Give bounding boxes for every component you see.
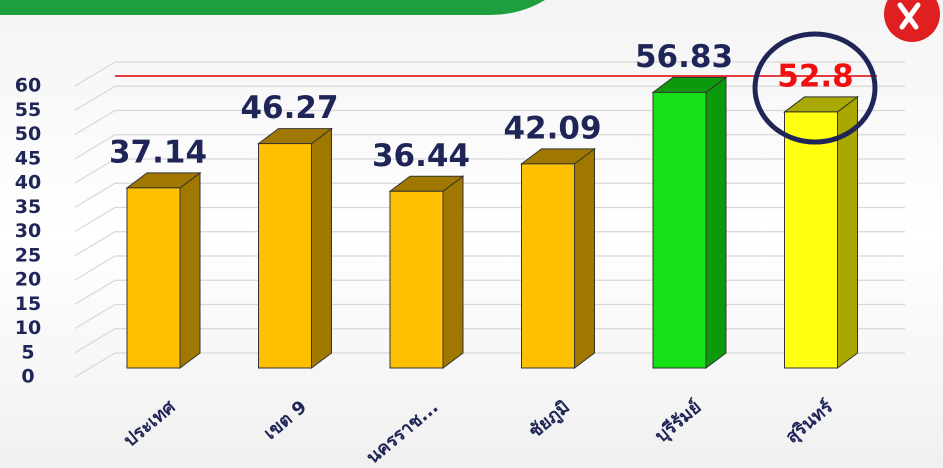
grid-line: [74, 231, 905, 257]
value-label: 46.27: [240, 90, 338, 126]
y-tick-label: 50: [15, 123, 41, 145]
grid-line: [74, 206, 905, 233]
bar-side: [705, 76, 727, 369]
y-tick-label: 40: [15, 172, 41, 194]
grid-line: [74, 85, 905, 111]
x-tick-label: ประเทศ: [120, 396, 180, 451]
y-tick-label: 10: [15, 317, 41, 339]
y-tick-label: 15: [15, 293, 41, 315]
y-tick-label: 35: [15, 196, 41, 218]
bar: [258, 143, 312, 369]
grid-line: [74, 328, 905, 354]
value-label: 36.44: [372, 138, 470, 174]
grid-line: [74, 279, 905, 305]
value-label: 37.14: [109, 134, 207, 170]
x-tick-label: บุรีรัมย์: [651, 396, 707, 448]
y-tick-label: 5: [21, 341, 34, 363]
x-tick-label: เขต 9: [260, 397, 311, 445]
bars: [125, 76, 859, 369]
y-tick-label: 55: [15, 99, 41, 121]
value-label: 56.83: [635, 39, 733, 75]
x-tick-label: นครราช...: [363, 397, 443, 468]
bar-side: [179, 171, 201, 369]
grid-line: [74, 255, 905, 281]
grid-line: [74, 134, 905, 160]
grid-line: [74, 303, 905, 330]
y-tick-label: 25: [15, 244, 41, 266]
x-tick-label: สุรินทร์: [781, 396, 838, 449]
grid-line: [74, 109, 905, 136]
bar-side: [442, 175, 464, 369]
value-label: 42.09: [503, 110, 601, 146]
grid-line: [74, 352, 905, 378]
grid-line: [74, 61, 905, 87]
bar: [521, 163, 575, 369]
bar: [652, 91, 707, 369]
banner: [0, 0, 545, 15]
y-tick-label: 0: [21, 366, 34, 388]
bar-side: [311, 127, 332, 369]
grid-line: [74, 158, 905, 184]
bar: [389, 190, 444, 369]
y-tick-label: 20: [15, 269, 41, 291]
grid-line: [74, 182, 905, 208]
bar: [126, 187, 181, 369]
bar: [784, 111, 838, 369]
bar-side: [574, 147, 595, 369]
value-label: 52.8: [777, 58, 854, 94]
y-tick-label: 30: [15, 220, 41, 242]
close-icon: [897, 2, 921, 30]
grid: [74, 61, 905, 378]
highlight-circle: [752, 31, 878, 145]
x-tick-label: ชัยภูมิ: [525, 397, 575, 444]
y-tick-label: 60: [15, 75, 41, 97]
y-tick-label: 45: [15, 147, 41, 169]
